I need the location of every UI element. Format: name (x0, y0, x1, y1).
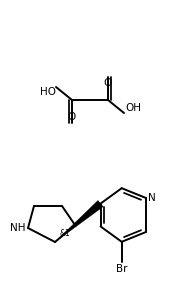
Text: Br: Br (116, 264, 127, 274)
Text: O: O (104, 78, 112, 88)
Text: HO: HO (40, 87, 56, 97)
Text: OH: OH (125, 103, 141, 113)
Text: N: N (148, 193, 156, 203)
Text: NH: NH (10, 223, 26, 233)
Polygon shape (55, 200, 103, 242)
Text: O: O (68, 112, 76, 122)
Text: &1: &1 (59, 230, 70, 238)
